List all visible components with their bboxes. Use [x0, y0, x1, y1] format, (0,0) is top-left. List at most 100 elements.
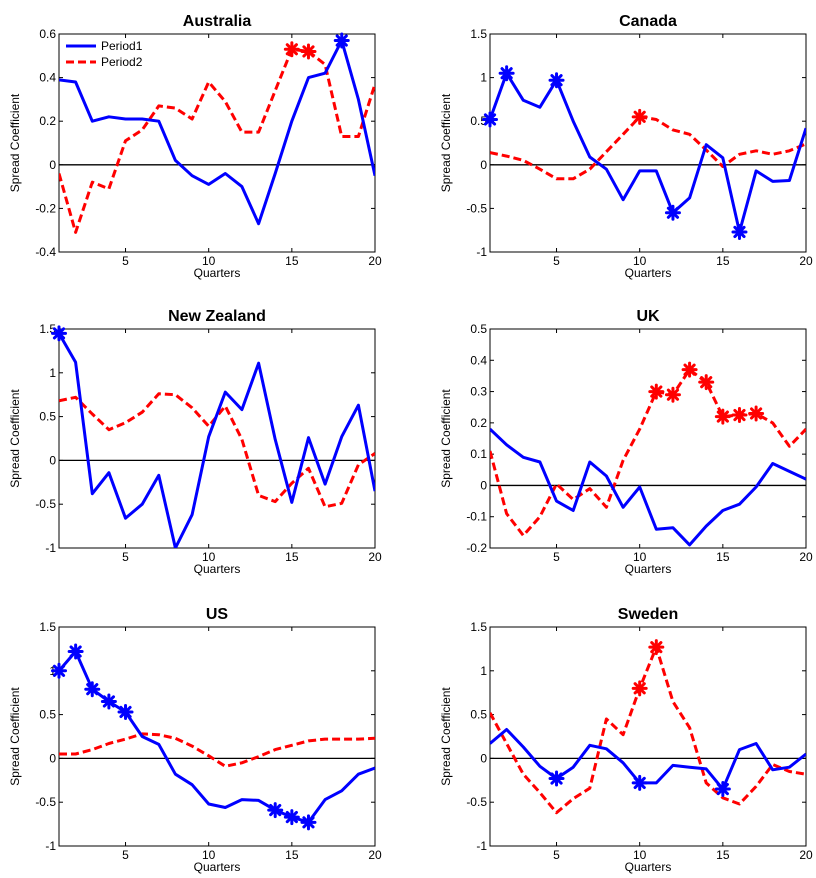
- y-tick-label: 0: [480, 158, 487, 172]
- significance-marker-period2: [698, 374, 715, 391]
- x-tick-label: 20: [368, 254, 382, 268]
- x-tick-label: 20: [799, 550, 813, 564]
- significance-marker-period2: [681, 361, 698, 378]
- significance-marker-period1: [482, 111, 498, 128]
- significance-marker-period1: [67, 643, 84, 660]
- significance-marker-period1-stroke: [302, 816, 315, 829]
- series-line-period1: [59, 332, 375, 548]
- x-tick-label: 15: [716, 848, 730, 862]
- y-tick-label: 1: [480, 664, 487, 678]
- x-tick-label: 5: [122, 254, 129, 268]
- significance-marker-period2-stroke: [750, 407, 763, 420]
- y-axis-label: Spread Coefficient: [439, 389, 453, 488]
- significance-marker-period1: [51, 662, 67, 679]
- y-tick-label: 0.5: [39, 410, 56, 424]
- x-tick-label: 20: [799, 254, 813, 268]
- x-tick-label: 10: [202, 254, 216, 268]
- y-tick-label: -0.5: [35, 795, 56, 809]
- y-tick-label: 1: [49, 366, 56, 380]
- significance-marker-period2-stroke: [302, 45, 315, 58]
- y-tick-label: 0.4: [39, 71, 56, 85]
- x-tick-label: 20: [368, 848, 382, 862]
- series-line-period1: [490, 428, 806, 547]
- significance-marker-period2-stroke: [285, 43, 298, 56]
- significance-marker-period1: [548, 770, 565, 787]
- significance-marker-period1-stroke: [716, 782, 729, 796]
- panel-title: Canada: [619, 13, 677, 30]
- significance-marker-period1: [333, 32, 350, 49]
- significance-marker-period2: [664, 386, 681, 403]
- significance-marker-period1: [731, 223, 748, 240]
- x-tick-label: 10: [633, 848, 647, 862]
- significance-marker-period1: [548, 72, 565, 89]
- y-tick-label: 0: [49, 751, 56, 765]
- panel-sweden: Sweden -1 -0.5 0 0.5 1 1.5 5 10 15 20 Quarters Sprea…: [439, 606, 813, 874]
- x-tick-label: 5: [122, 550, 129, 564]
- panel-title: US: [206, 606, 229, 623]
- x-axis-label: Quarters: [194, 266, 241, 280]
- y-tick-label: 0.3: [470, 385, 487, 399]
- significance-marker-period1-stroke: [733, 225, 746, 239]
- y-tick-label: 0.5: [470, 322, 487, 336]
- series-layer: [59, 332, 375, 548]
- plot-frame: [58, 328, 376, 549]
- y-tick-label: 0: [480, 751, 487, 765]
- panel-australia: Australia -0.4 -0.2 0 0.2 0.4 0.6 5 10 15 20 Quarte…: [8, 13, 382, 280]
- series-line-period2: [59, 47, 375, 234]
- y-tick-label: 1.5: [470, 620, 487, 634]
- x-axis-label: Quarters: [194, 562, 241, 576]
- y-tick-label: 0.5: [470, 114, 487, 128]
- x-tick-label: 15: [285, 848, 299, 862]
- y-axis-label: Spread Coefficient: [8, 389, 22, 488]
- significance-marker-period1: [498, 65, 515, 82]
- significance-marker-period2-stroke: [633, 110, 646, 123]
- y-tick-label: 0.2: [39, 114, 56, 128]
- y-tick-label: -1: [476, 839, 487, 853]
- plot-frame: [489, 328, 807, 549]
- y-axis-label: Spread Coefficient: [8, 687, 22, 786]
- significance-marker-period1: [283, 809, 300, 826]
- significance-marker-period1-stroke: [550, 74, 563, 87]
- significance-marker-period2: [648, 639, 665, 656]
- plot-frame: [489, 33, 807, 253]
- significance-marker-period1-stroke: [102, 695, 115, 708]
- significance-marker-period2-stroke: [683, 363, 696, 376]
- y-tick-label: 1: [480, 71, 487, 85]
- y-tick-label: -1: [476, 245, 487, 259]
- significance-marker-period1-stroke: [633, 776, 646, 790]
- panel-title: New Zealand: [168, 308, 266, 325]
- x-tick-label: 10: [202, 848, 216, 862]
- significance-marker-period2-stroke: [716, 410, 729, 423]
- x-tick-label: 10: [202, 550, 216, 564]
- y-tick-label: 0.6: [39, 27, 56, 41]
- significance-marker-period1: [714, 781, 731, 798]
- y-tick-label: -1: [45, 839, 56, 853]
- panel-uk: UK -0.2 -0.1 0 0.1 0.2 0.3 0.4 0.5 5 10 15 20 Quarter…: [439, 308, 813, 576]
- y-tick-label: 0: [480, 478, 487, 492]
- significance-marker-period1-stroke: [52, 327, 66, 340]
- significance-marker-period2-stroke: [700, 376, 713, 389]
- x-tick-label: 20: [799, 848, 813, 862]
- panel-title: UK: [636, 308, 660, 325]
- x-axis-label: Quarters: [625, 860, 672, 874]
- panel-canada: Canada -1 -0.5 0 0.5 1 1.5 5 10 15 20 Quarters Sprea…: [439, 13, 813, 280]
- significance-marker-period2: [631, 680, 648, 697]
- x-tick-label: 20: [368, 550, 382, 564]
- y-tick-label: 0.2: [470, 416, 487, 430]
- legend: Period1 Period2: [66, 39, 143, 69]
- y-tick-label: 0.1: [470, 447, 487, 461]
- series-layer: [490, 645, 806, 815]
- x-axis-label: Quarters: [625, 266, 672, 280]
- x-tick-label: 15: [716, 254, 730, 268]
- significance-marker-period2: [714, 408, 731, 425]
- y-tick-label: -0.1: [466, 510, 487, 524]
- significance-marker-period2: [300, 43, 317, 60]
- panel-title: Australia: [183, 13, 252, 30]
- significance-marker-period1: [117, 703, 134, 720]
- significance-marker-period1-stroke: [69, 645, 82, 658]
- significance-marker-period1-stroke: [269, 803, 282, 817]
- significance-marker-period2-stroke: [633, 682, 646, 695]
- x-tick-label: 10: [633, 254, 647, 268]
- x-tick-label: 10: [633, 550, 647, 564]
